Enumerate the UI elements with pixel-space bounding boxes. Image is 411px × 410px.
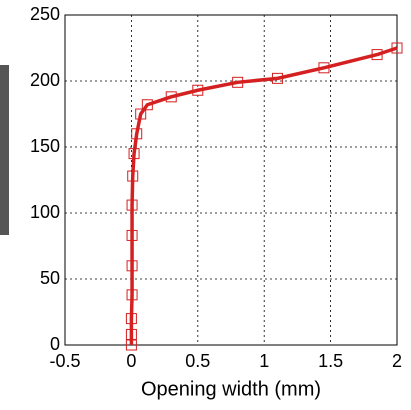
data-marker [126, 229, 138, 241]
data-marker [128, 148, 140, 160]
x-axis-label: Opening width (mm) [141, 378, 321, 400]
data-marker [125, 328, 137, 340]
data-marker [125, 313, 137, 325]
x-tick-label: 1.5 [318, 351, 343, 371]
data-marker [125, 339, 137, 351]
data-marker [232, 76, 244, 88]
data-line [129, 46, 398, 345]
data-marker [391, 42, 403, 54]
data-marker [318, 62, 330, 74]
data-marker [165, 91, 177, 103]
plot-frame [64, 14, 398, 346]
x-tick-label: 0 [126, 351, 136, 371]
data-marker [371, 49, 383, 61]
data-marker [192, 84, 204, 96]
x-tick-label: 1 [259, 351, 269, 371]
data-marker [126, 199, 138, 211]
y-tick-label: 0 [50, 334, 60, 354]
data-marker [271, 72, 283, 84]
y-tick-label: 250 [30, 4, 60, 24]
data-marker [126, 289, 138, 301]
x-tick-label: 2 [392, 351, 402, 371]
x-tick-label: -0.5 [49, 351, 80, 371]
y-tick-label: 50 [40, 268, 60, 288]
y-tick-label: 200 [30, 70, 60, 90]
photo-edge [0, 65, 9, 235]
data-marker [127, 170, 139, 182]
data-marker [126, 260, 138, 272]
data-marker [135, 108, 147, 120]
data-marker [131, 128, 143, 140]
y-tick-label: 100 [30, 202, 60, 222]
y-tick-label: 150 [30, 136, 60, 156]
x-tick-label: 0.5 [185, 351, 210, 371]
data-marker [141, 99, 153, 111]
